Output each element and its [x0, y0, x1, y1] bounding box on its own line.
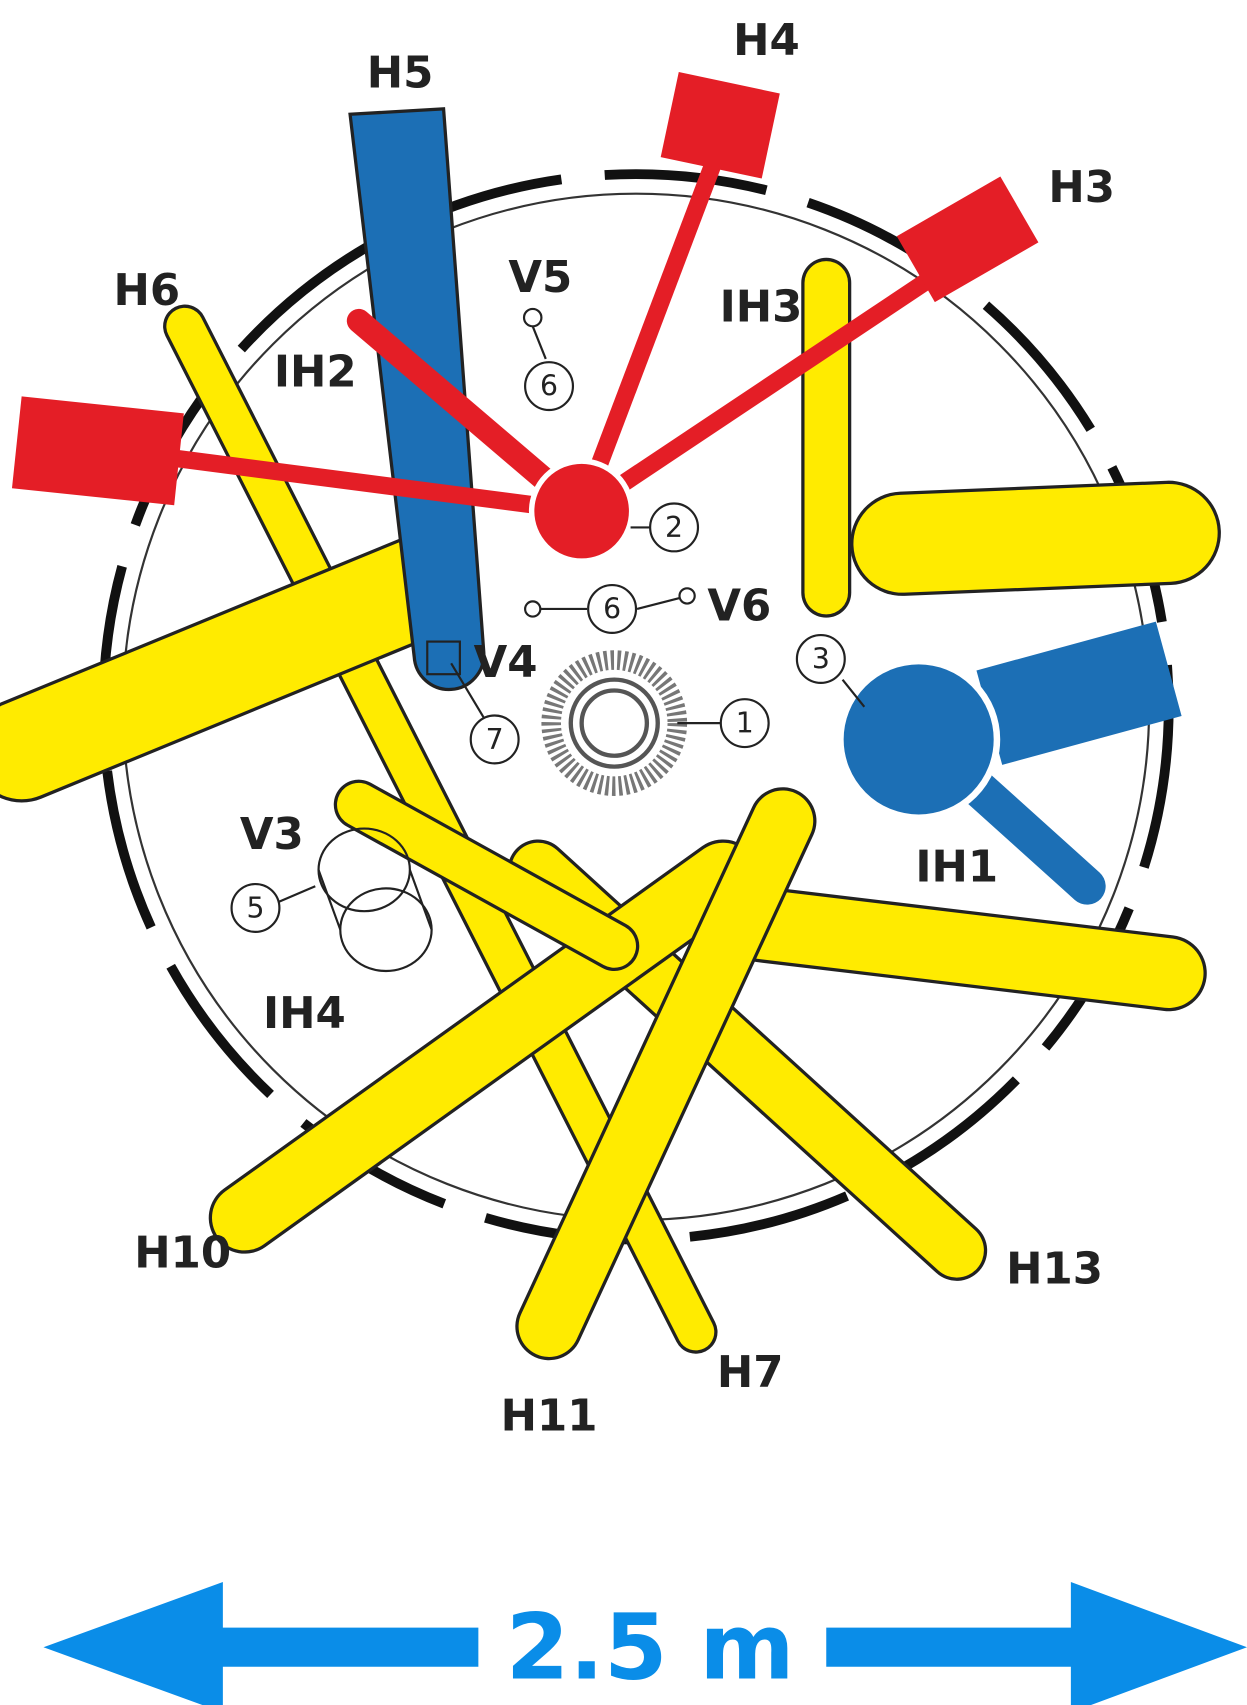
number: 3	[812, 642, 830, 675]
label: IH1	[915, 842, 998, 892]
label: H5	[367, 49, 434, 99]
number: 6	[603, 592, 621, 625]
number-circles	[230, 361, 846, 933]
yellow-tubes	[0, 257, 1221, 1361]
number: 5	[246, 891, 264, 924]
label: H10	[134, 1228, 231, 1278]
label: H4	[733, 16, 800, 66]
number: 2	[665, 511, 683, 544]
blue-tubes	[348, 107, 1182, 905]
number: 6	[540, 370, 558, 403]
label: V4	[474, 638, 538, 688]
label: H11	[501, 1391, 598, 1441]
label: IH4	[263, 989, 346, 1039]
connectors	[450, 307, 866, 719]
label: H3	[1048, 163, 1115, 213]
scale-label: 2.5 m	[506, 1594, 795, 1701]
label: H13	[1006, 1245, 1103, 1295]
label: V6	[707, 581, 771, 631]
core	[541, 650, 723, 796]
number: 1	[736, 707, 754, 740]
label: V3	[240, 810, 304, 860]
number: 7	[486, 723, 504, 756]
red-tubes	[11, 72, 1039, 564]
v3-shape	[276, 827, 433, 973]
scale-arrow	[43, 1582, 1247, 1705]
label: H6	[113, 266, 180, 316]
label: IH2	[274, 348, 357, 398]
label: H7	[717, 1348, 784, 1398]
label: V5	[508, 253, 572, 303]
label: IH3	[720, 282, 803, 332]
